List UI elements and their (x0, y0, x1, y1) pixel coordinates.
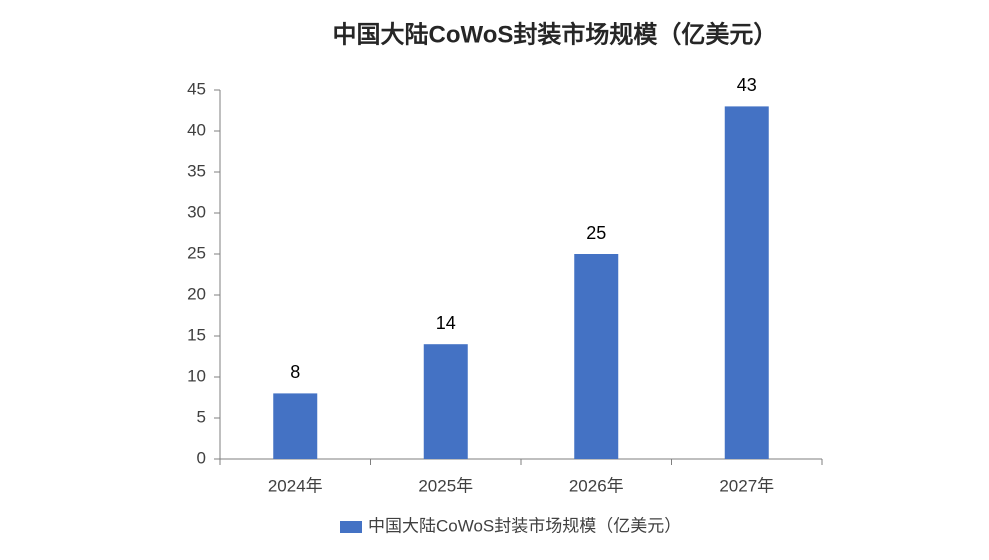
chart-title: 中国大陆CoWoS封装市场规模（亿美元） (333, 20, 778, 48)
data-label: 14 (436, 313, 456, 333)
y-tick-label: 25 (187, 243, 206, 262)
data-label: 25 (586, 223, 606, 243)
x-tick-label: 2027年 (719, 476, 774, 495)
data-label: 43 (737, 75, 757, 95)
data-label: 8 (290, 362, 300, 382)
y-tick-label: 10 (187, 366, 206, 385)
y-tick-label: 15 (187, 325, 206, 344)
bar (724, 106, 769, 460)
bar (423, 344, 468, 459)
y-tick-label: 20 (187, 284, 206, 303)
y-tick-label: 0 (197, 448, 206, 467)
legend-label: 中国大陆CoWoS封装市场规模（亿美元） (368, 516, 681, 535)
y-tick-label: 30 (187, 202, 206, 221)
y-tick-label: 35 (187, 161, 206, 180)
legend-swatch (340, 521, 362, 533)
bar (273, 393, 318, 459)
y-tick-label: 45 (187, 79, 206, 98)
y-tick-label: 5 (197, 407, 206, 426)
x-tick-label: 2024年 (268, 476, 323, 495)
bar (574, 254, 619, 459)
x-tick-label: 2026年 (569, 476, 624, 495)
y-tick-label: 40 (187, 120, 206, 139)
x-tick-label: 2025年 (418, 476, 473, 495)
